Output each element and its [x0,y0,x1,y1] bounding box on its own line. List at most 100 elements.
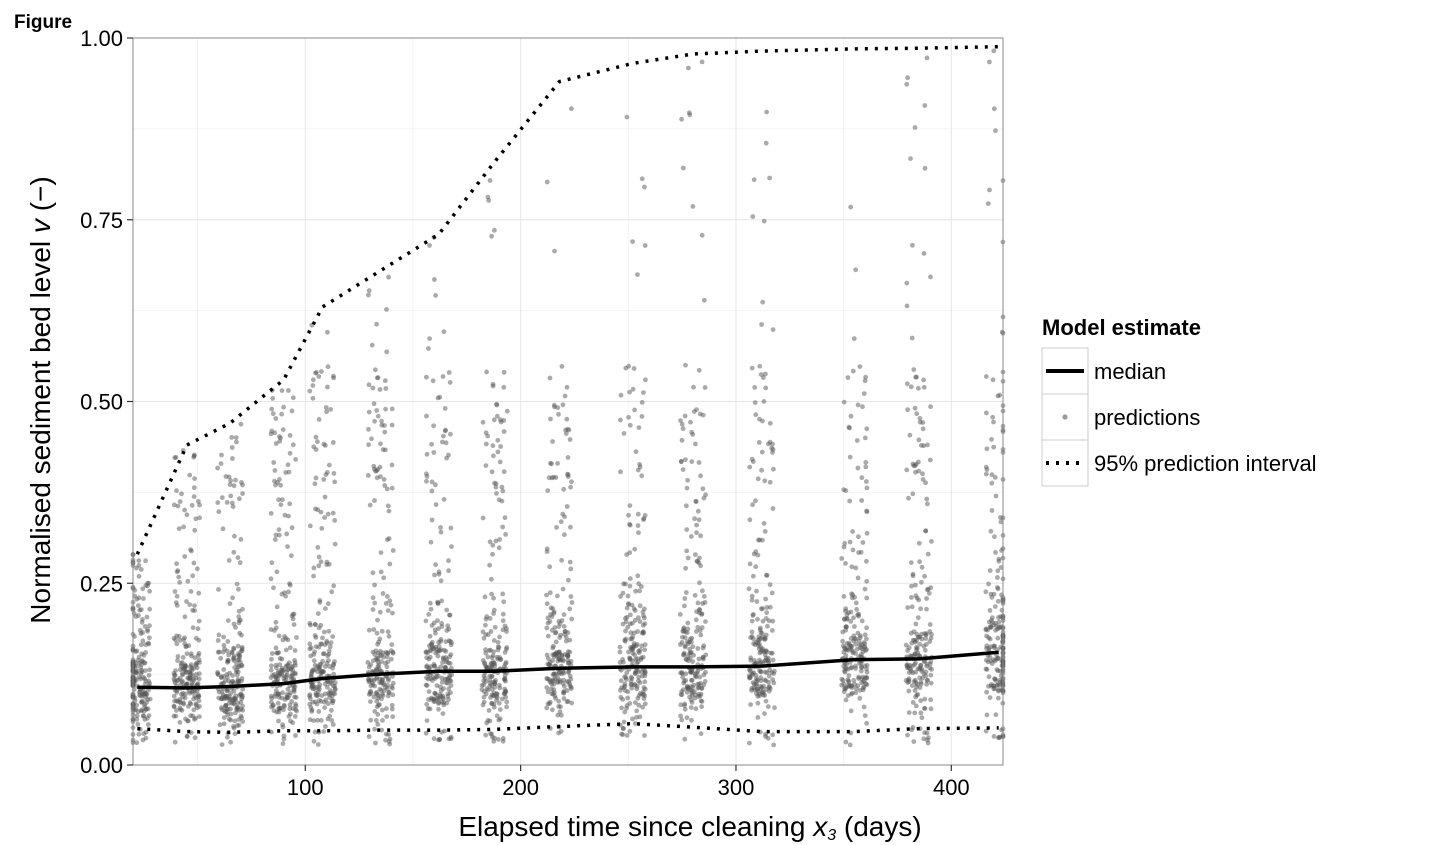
prediction-point [924,678,930,683]
prediction-point [187,690,193,696]
prediction-point [145,627,151,632]
prediction-point [197,502,203,508]
prediction-point [489,591,494,597]
prediction-point [229,500,235,506]
prediction-point [699,704,704,709]
prediction-point [449,544,454,549]
prediction-point [988,528,994,534]
prediction-point [441,329,447,335]
prediction-point [424,702,430,707]
prediction-point [566,577,571,583]
prediction-point [983,728,989,734]
prediction-point [176,526,182,531]
prediction-point [483,647,488,653]
prediction-point [641,390,646,395]
prediction-point [987,654,993,660]
prediction-point [503,694,509,700]
prediction-point [552,625,558,630]
prediction-point [698,731,704,737]
prediction-point [390,650,396,656]
prediction-point [384,714,390,719]
prediction-point [627,503,633,508]
prediction-point [983,374,989,379]
prediction-point [443,664,448,670]
prediction-point [500,488,506,494]
prediction-point [136,613,141,618]
prediction-point [316,563,322,569]
prediction-point [371,694,377,700]
prediction-point [294,635,299,640]
prediction-point [231,483,237,489]
prediction-point [696,460,702,465]
prediction-point [500,618,506,624]
prediction-point [385,537,390,543]
prediction-point [310,683,316,689]
prediction-point [759,630,765,636]
prediction-point [689,635,695,641]
prediction-point [370,595,376,601]
prediction-point [143,729,149,735]
prediction-point [273,619,279,625]
prediction-point [140,638,146,644]
prediction-point [375,375,381,380]
prediction-point [764,670,770,675]
prediction-point [855,575,861,581]
prediction-point [636,674,641,680]
prediction-point [239,646,245,652]
prediction-point [283,470,289,475]
prediction-point [702,679,708,684]
prediction-point [845,693,851,698]
x-axis: 100 200 300 400 [287,765,970,800]
prediction-point [330,634,336,639]
prediction-point [548,686,554,692]
prediction-point [568,662,574,668]
x-tick-label: 300 [718,775,755,800]
prediction-point [366,288,372,293]
prediction-point [751,612,756,617]
prediction-point [696,656,702,662]
prediction-point [438,525,443,530]
prediction-point [925,551,931,557]
prediction-point [569,106,574,112]
prediction-point [227,482,233,487]
prediction-point [223,703,229,708]
prediction-point [551,610,557,616]
prediction-point [759,449,765,455]
prediction-point [847,539,853,545]
prediction-point [135,709,141,715]
prediction-point [747,561,753,567]
prediction-point [684,485,690,491]
prediction-point [288,718,293,724]
prediction-point [859,498,865,503]
prediction-point [847,498,852,504]
prediction-point [324,409,329,415]
prediction-point [497,459,503,465]
prediction-point [371,401,377,407]
prediction-point [622,709,628,715]
prediction-point [379,628,385,634]
prediction-point [991,106,997,112]
prediction-point [327,644,333,650]
prediction-point [136,731,142,737]
prediction-point [906,676,912,682]
prediction-point [631,606,637,612]
prediction-point [683,590,689,595]
prediction-point [318,718,324,723]
prediction-point [491,704,497,710]
prediction-point [276,532,282,538]
prediction-point [272,537,278,542]
prediction-point [446,558,451,564]
prediction-point [383,386,389,391]
prediction-point [918,710,924,716]
prediction-point [272,430,278,436]
prediction-point [909,595,914,600]
prediction-point [279,388,285,393]
prediction-point [631,645,636,650]
prediction-point [276,633,282,639]
prediction-point [315,717,320,723]
prediction-point [548,416,553,422]
prediction-point [862,713,868,718]
prediction-point [141,596,146,601]
prediction-point [491,738,497,744]
prediction-point [173,708,179,713]
